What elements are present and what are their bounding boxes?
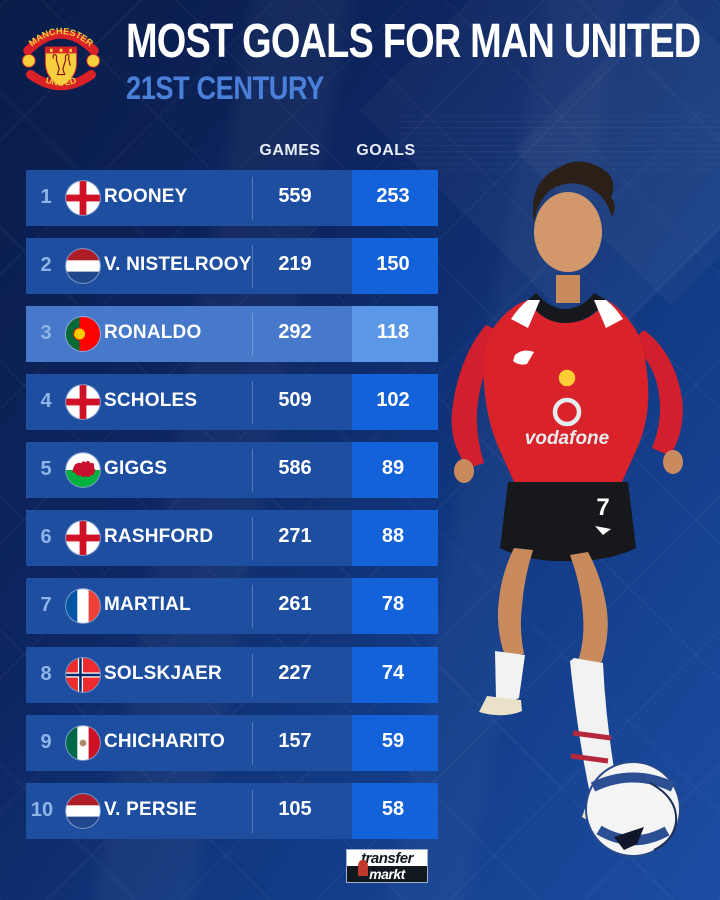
svg-text:7: 7 (596, 494, 609, 521)
svg-text:vodafone: vodafone (525, 428, 610, 449)
